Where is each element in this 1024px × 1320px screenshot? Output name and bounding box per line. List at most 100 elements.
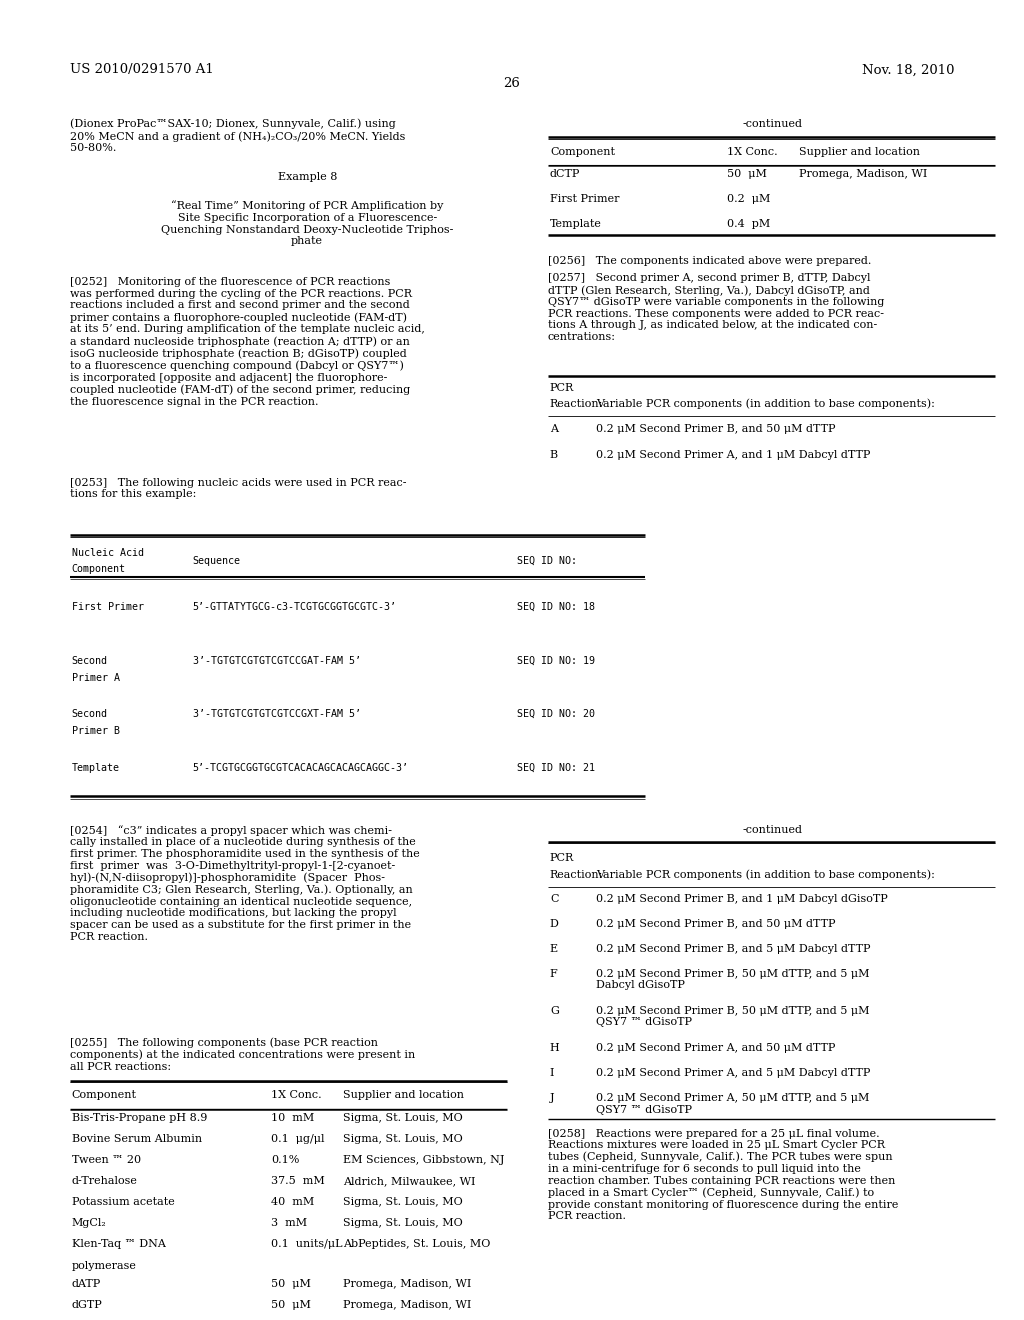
Text: Promega, Madison, WI: Promega, Madison, WI (799, 169, 927, 180)
Text: First Primer: First Primer (550, 194, 620, 205)
Text: I: I (550, 1068, 554, 1078)
Text: 3’-TGTGTCGTGTCGTCCGXT-FAM 5’: 3’-TGTGTCGTGTCGTCCGXT-FAM 5’ (193, 709, 360, 719)
Text: Component: Component (550, 147, 614, 157)
Text: US 2010/0291570 A1: US 2010/0291570 A1 (70, 63, 213, 77)
Text: PCR: PCR (550, 853, 574, 863)
Text: 0.1  units/μL: 0.1 units/μL (271, 1239, 343, 1250)
Text: 40  mM: 40 mM (271, 1197, 314, 1208)
Text: Potassium acetate: Potassium acetate (72, 1197, 174, 1208)
Text: 0.2 μM Second Primer A, 50 μM dTTP, and 5 μM
QSY7 ™ dGisoTP: 0.2 μM Second Primer A, 50 μM dTTP, and … (596, 1093, 869, 1114)
Text: 0.2 μM Second Primer B, 50 μM dTTP, and 5 μM
QSY7 ™ dGisoTP: 0.2 μM Second Primer B, 50 μM dTTP, and … (596, 1006, 869, 1027)
Text: 0.2 μM Second Primer B, and 5 μM Dabcyl dTTP: 0.2 μM Second Primer B, and 5 μM Dabcyl … (596, 944, 870, 954)
Text: polymerase: polymerase (72, 1261, 136, 1271)
Text: Sequence: Sequence (193, 556, 241, 566)
Text: -continued: -continued (742, 119, 802, 129)
Text: EM Sciences, Gibbstown, NJ: EM Sciences, Gibbstown, NJ (343, 1155, 505, 1166)
Text: 0.2 μM Second Primer A, and 5 μM Dabcyl dTTP: 0.2 μM Second Primer A, and 5 μM Dabcyl … (596, 1068, 870, 1078)
Text: Reaction:: Reaction: (550, 399, 603, 409)
Text: SEQ ID NO: 18: SEQ ID NO: 18 (517, 602, 595, 612)
Text: Sigma, St. Louis, MO: Sigma, St. Louis, MO (343, 1113, 463, 1123)
Text: [0253]   The following nucleic acids were used in PCR reac-
tions for this examp: [0253] The following nucleic acids were … (70, 478, 407, 499)
Text: 5’-TCGTGCGGTGCGTCACACAGCACAGCAGGC-3’: 5’-TCGTGCGGTGCGTCACACAGCACAGCAGGC-3’ (193, 763, 409, 774)
Text: 3’-TGTGTCGTGTCGTCCGAT-FAM 5’: 3’-TGTGTCGTGTCGTCCGAT-FAM 5’ (193, 656, 360, 667)
Text: H: H (550, 1043, 560, 1053)
Text: 10  mM: 10 mM (271, 1113, 314, 1123)
Text: Primer B: Primer B (72, 726, 120, 737)
Text: Component: Component (72, 564, 126, 574)
Text: Supplier and location: Supplier and location (343, 1090, 464, 1101)
Text: [0258]   Reactions were prepared for a 25 μL final volume.
Reactions mixtures we: [0258] Reactions were prepared for a 25 … (548, 1129, 898, 1221)
Text: J: J (550, 1093, 555, 1104)
Text: B: B (550, 450, 558, 461)
Text: Variable PCR components (in addition to base components):: Variable PCR components (in addition to … (596, 399, 935, 409)
Text: 50  μM: 50 μM (271, 1300, 311, 1311)
Text: dCTP: dCTP (550, 169, 581, 180)
Text: SEQ ID NO: 19: SEQ ID NO: 19 (517, 656, 595, 667)
Text: Promega, Madison, WI: Promega, Madison, WI (343, 1300, 471, 1311)
Text: 0.2 μM Second Primer A, and 50 μM dTTP: 0.2 μM Second Primer A, and 50 μM dTTP (596, 1043, 836, 1053)
Text: Variable PCR components (in addition to base components):: Variable PCR components (in addition to … (596, 870, 935, 880)
Text: D: D (550, 919, 559, 929)
Text: 37.5  mM: 37.5 mM (271, 1176, 325, 1187)
Text: First Primer: First Primer (72, 602, 143, 612)
Text: dATP: dATP (72, 1279, 101, 1290)
Text: 0.2 μM Second Primer B, and 50 μM dTTP: 0.2 μM Second Primer B, and 50 μM dTTP (596, 919, 836, 929)
Text: 0.1%: 0.1% (271, 1155, 300, 1166)
Text: Nucleic Acid: Nucleic Acid (72, 548, 143, 558)
Text: Promega, Madison, WI: Promega, Madison, WI (343, 1279, 471, 1290)
Text: dGTP: dGTP (72, 1300, 102, 1311)
Text: 50  μM: 50 μM (271, 1279, 311, 1290)
Text: d-Trehalose: d-Trehalose (72, 1176, 137, 1187)
Text: G: G (550, 1006, 559, 1016)
Text: Template: Template (550, 219, 602, 230)
Text: 1X Conc.: 1X Conc. (727, 147, 777, 157)
Text: Component: Component (72, 1090, 136, 1101)
Text: 1X Conc.: 1X Conc. (271, 1090, 322, 1101)
Text: Primer A: Primer A (72, 673, 120, 684)
Text: Template: Template (72, 763, 120, 774)
Text: [0255]   The following components (base PCR reaction
components) at the indicate: [0255] The following components (base PC… (70, 1038, 415, 1072)
Text: SEQ ID NO: 21: SEQ ID NO: 21 (517, 763, 595, 774)
Text: “Real Time” Monitoring of PCR Amplification by
Site Specific Incorporation of a : “Real Time” Monitoring of PCR Amplificat… (161, 201, 454, 247)
Text: 3  mM: 3 mM (271, 1218, 307, 1229)
Text: 0.1  μg/μl: 0.1 μg/μl (271, 1134, 325, 1144)
Text: Example 8: Example 8 (278, 172, 337, 182)
Text: Second: Second (72, 709, 108, 719)
Text: Sigma, St. Louis, MO: Sigma, St. Louis, MO (343, 1218, 463, 1229)
Text: 0.2 μM Second Primer B, 50 μM dTTP, and 5 μM
Dabcyl dGisoTP: 0.2 μM Second Primer B, 50 μM dTTP, and … (596, 969, 869, 990)
Text: E: E (550, 944, 558, 954)
Text: Bis-Tris-Propane pH 8.9: Bis-Tris-Propane pH 8.9 (72, 1113, 207, 1123)
Text: [0257]   Second primer A, second primer B, dTTP, Dabcyl
dTTP (Glen Research, Ste: [0257] Second primer A, second primer B,… (548, 273, 884, 342)
Text: (Dionex ProPac™SAX-10; Dionex, Sunnyvale, Calif.) using
20% MeCN and a gradient : (Dionex ProPac™SAX-10; Dionex, Sunnyvale… (70, 119, 406, 153)
Text: 0.2 μM Second Primer B, and 50 μM dTTP: 0.2 μM Second Primer B, and 50 μM dTTP (596, 424, 836, 434)
Text: 5’-GTTATYTGCG-c3-TCGTGCGGTGCGTC-3’: 5’-GTTATYTGCG-c3-TCGTGCGGTGCGTC-3’ (193, 602, 396, 612)
Text: SEQ ID NO: 20: SEQ ID NO: 20 (517, 709, 595, 719)
Text: A: A (550, 424, 558, 434)
Text: Aldrich, Milwaukee, WI: Aldrich, Milwaukee, WI (343, 1176, 475, 1187)
Text: 0.2  μM: 0.2 μM (727, 194, 770, 205)
Text: Bovine Serum Albumin: Bovine Serum Albumin (72, 1134, 202, 1144)
Text: [0256]   The components indicated above were prepared.: [0256] The components indicated above we… (548, 256, 871, 267)
Text: 26: 26 (504, 77, 520, 90)
Text: Tween ™ 20: Tween ™ 20 (72, 1155, 141, 1166)
Text: 0.4  pM: 0.4 pM (727, 219, 770, 230)
Text: PCR: PCR (550, 383, 574, 393)
Text: Reaction:: Reaction: (550, 870, 603, 880)
Text: F: F (550, 969, 558, 979)
Text: Sigma, St. Louis, MO: Sigma, St. Louis, MO (343, 1197, 463, 1208)
Text: -continued: -continued (742, 825, 802, 836)
Text: 0.2 μM Second Primer B, and 1 μM Dabcyl dGisoTP: 0.2 μM Second Primer B, and 1 μM Dabcyl … (596, 894, 888, 904)
Text: Supplier and location: Supplier and location (799, 147, 920, 157)
Text: 50  μM: 50 μM (727, 169, 767, 180)
Text: C: C (550, 894, 558, 904)
Text: [0252]   Monitoring of the fluorescence of PCR reactions
was performed during th: [0252] Monitoring of the fluorescence of… (70, 277, 425, 407)
Text: SEQ ID NO:: SEQ ID NO: (517, 556, 578, 566)
Text: 0.2 μM Second Primer A, and 1 μM Dabcyl dTTP: 0.2 μM Second Primer A, and 1 μM Dabcyl … (596, 450, 870, 461)
Text: Second: Second (72, 656, 108, 667)
Text: Nov. 18, 2010: Nov. 18, 2010 (862, 63, 954, 77)
Text: AbPeptides, St. Louis, MO: AbPeptides, St. Louis, MO (343, 1239, 490, 1250)
Text: [0254]   “c3” indicates a propyl spacer which was chemi-
cally installed in plac: [0254] “c3” indicates a propyl spacer wh… (70, 825, 420, 941)
Text: Sigma, St. Louis, MO: Sigma, St. Louis, MO (343, 1134, 463, 1144)
Text: MgCl₂: MgCl₂ (72, 1218, 106, 1229)
Text: Klen-Taq ™ DNA: Klen-Taq ™ DNA (72, 1239, 166, 1250)
